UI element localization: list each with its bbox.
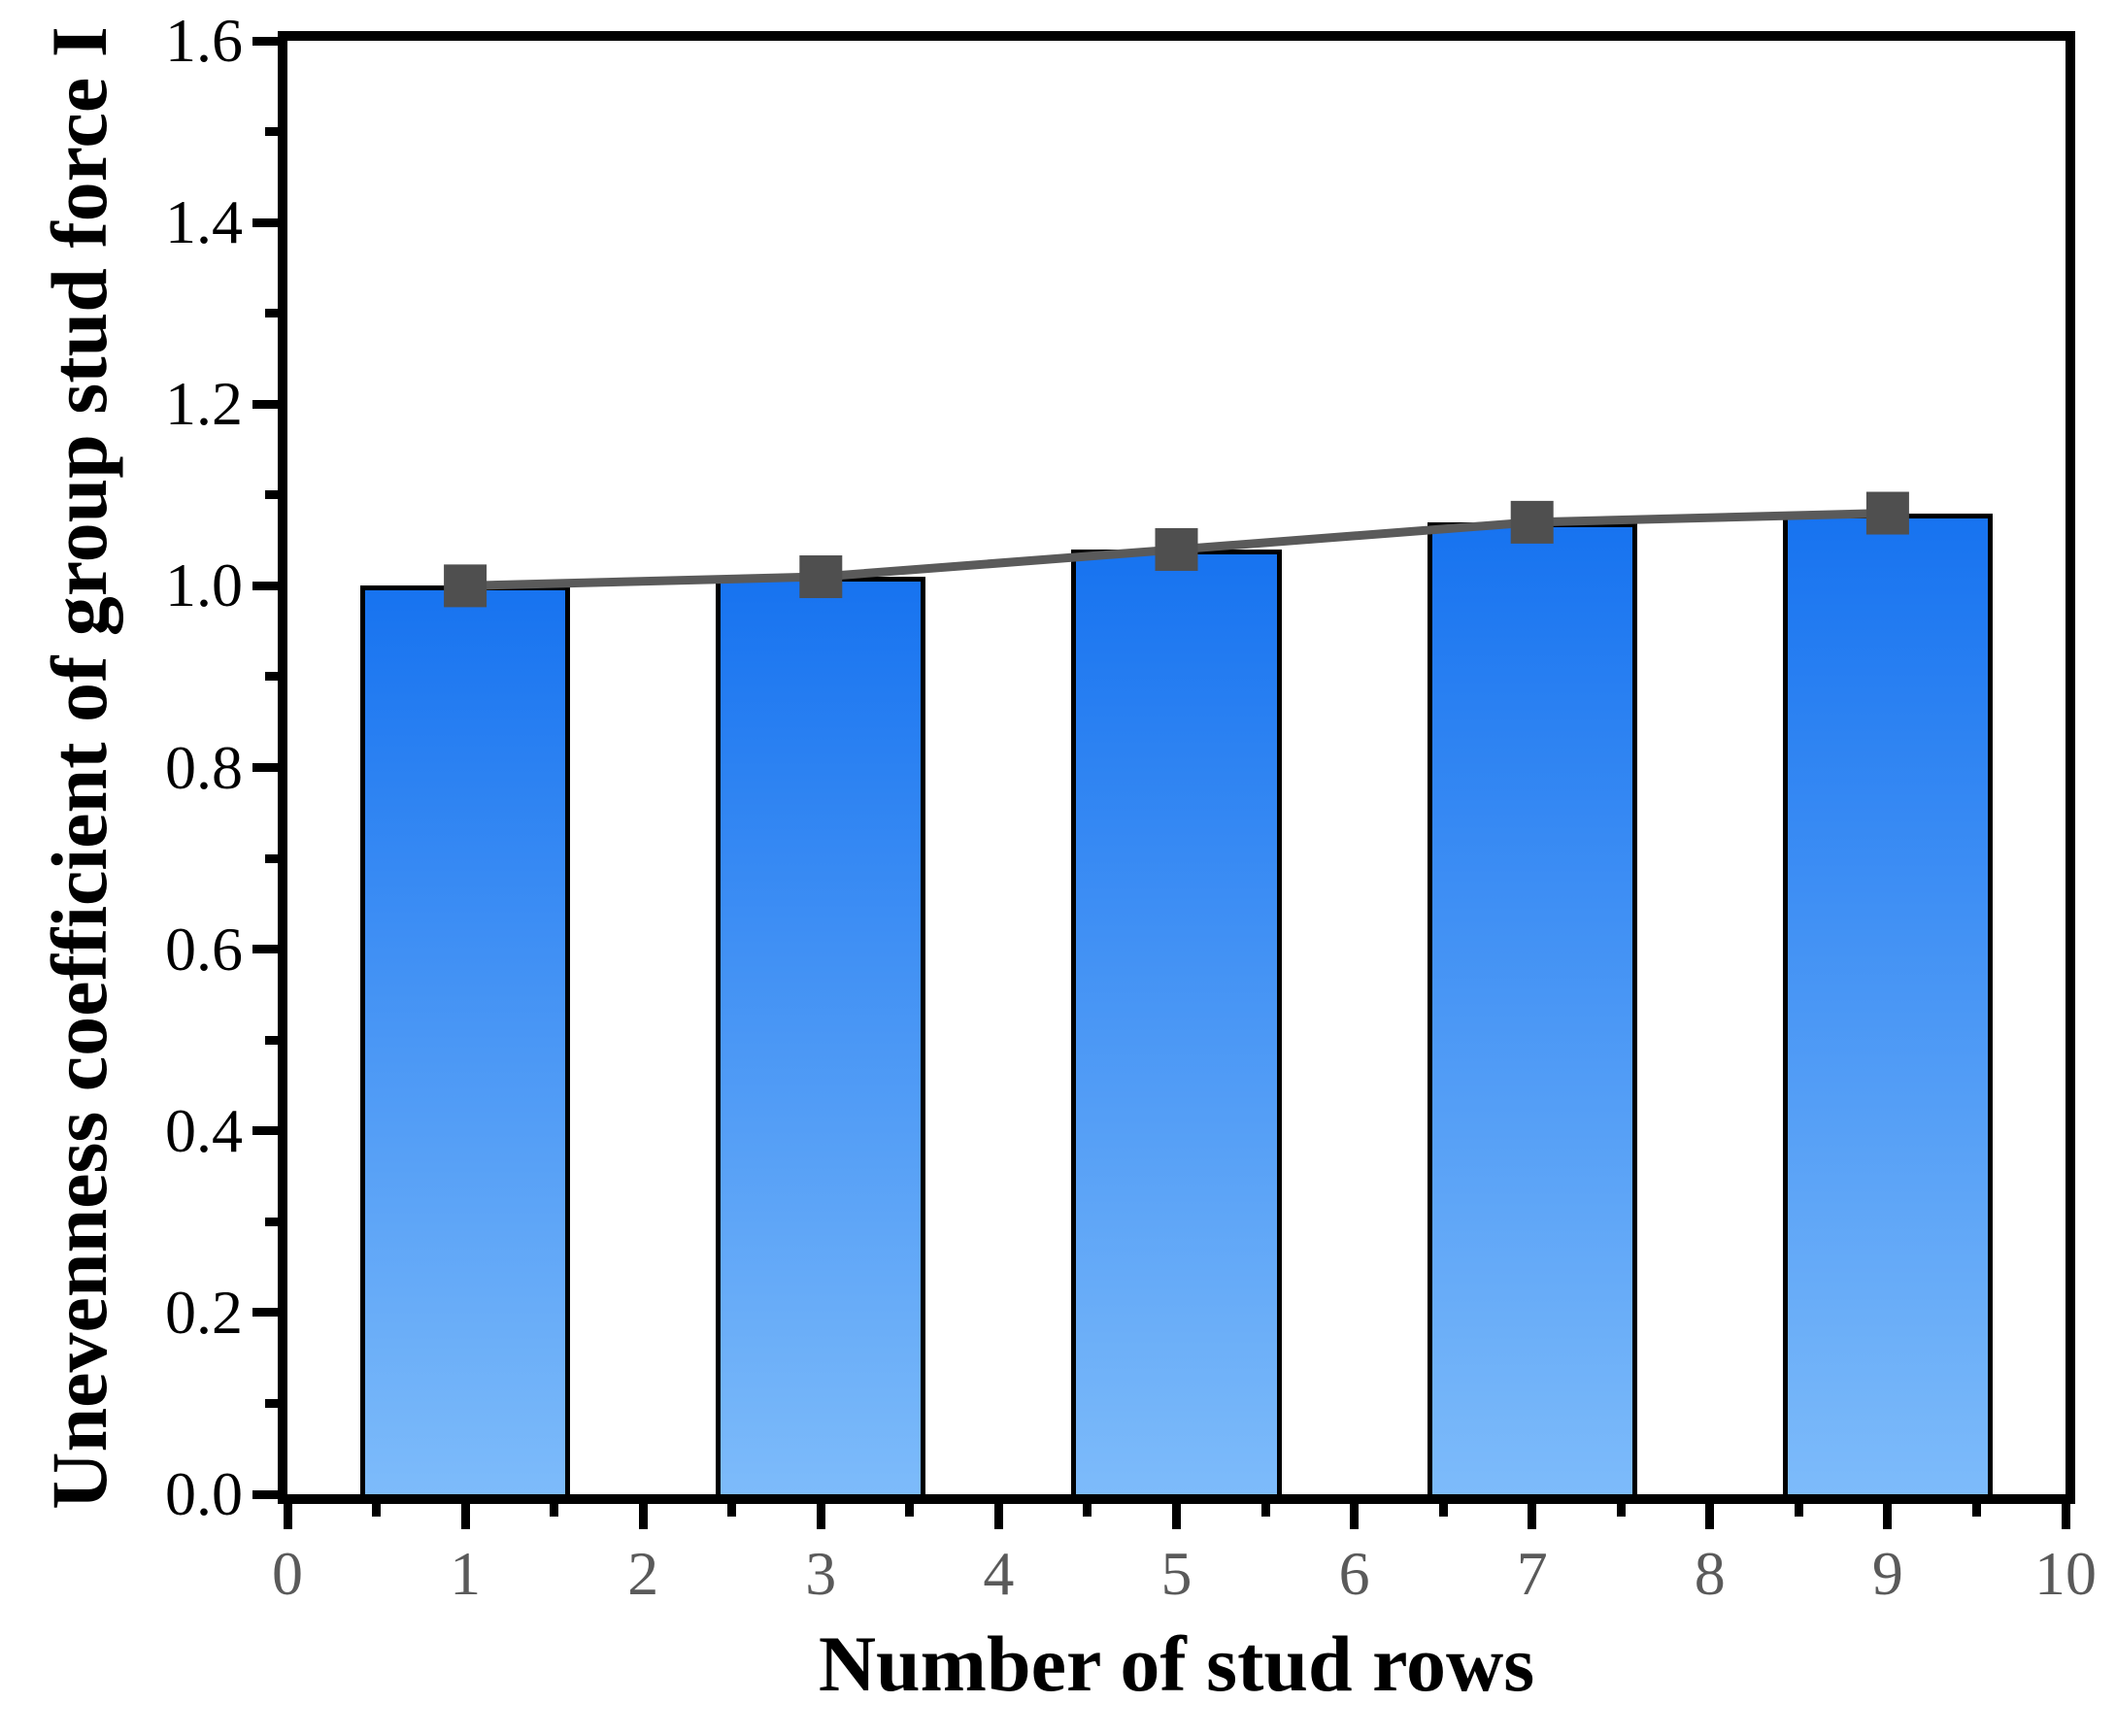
bar [1782,513,1993,1494]
x-major-tick [1883,1504,1893,1529]
y-tick-label: 0.8 [165,732,243,802]
y-tick-label: 1.6 [165,6,243,75]
y-major-tick [252,1308,278,1318]
x-tick-label: 9 [1871,1539,1903,1608]
y-minor-tick [265,672,278,682]
y-minor-tick [265,309,278,318]
y-minor-tick [265,127,278,137]
bar [1427,521,1637,1494]
x-tick-label: 5 [1160,1539,1192,1608]
x-major-tick [1172,1504,1181,1529]
x-axis-title: Number of stud rows [818,1619,1535,1708]
y-tick-label: 0.6 [165,914,243,984]
y-major-tick [252,763,278,772]
x-major-tick [993,1504,1003,1529]
y-major-tick [252,1489,278,1499]
x-major-tick [1705,1504,1715,1529]
x-minor-tick [1794,1504,1803,1517]
data-point-marker [1865,491,1909,535]
x-minor-tick [905,1504,915,1517]
y-tick-label: 0.0 [165,1459,243,1528]
x-minor-tick [1438,1504,1448,1517]
plot-area: 0 1 2 3 4 5 6 7 8 9 10 0.0 0.2 0.4 0.6 0.8 1.0 1.2 1.4 1.6… [35,6,2097,1708]
x-major-tick [460,1504,470,1529]
x-tick-label: 6 [1338,1539,1370,1608]
x-tick-label: 0 [272,1539,303,1608]
x-tick-label: 8 [1694,1539,1726,1608]
y-tick-label: 0.4 [165,1095,243,1165]
y-minor-tick [265,853,278,863]
y-minor-tick [265,1035,278,1045]
data-point-marker [444,564,487,608]
x-major-tick [816,1504,825,1529]
x-tick-label: 1 [450,1539,482,1608]
x-tick-label: 4 [983,1539,1015,1608]
y-major-tick [252,581,278,590]
x-tick-label: 2 [627,1539,659,1608]
x-tick-label: 10 [2034,1539,2097,1608]
x-minor-tick [727,1504,737,1517]
bar [716,577,926,1494]
data-point-marker [1510,500,1554,544]
x-major-tick [1528,1504,1537,1529]
x-tick-label: 3 [805,1539,837,1608]
x-minor-tick [372,1504,382,1517]
data-point-marker [1155,527,1198,571]
x-minor-tick [1083,1504,1092,1517]
bar [360,585,571,1494]
y-minor-tick [265,1217,278,1226]
y-major-tick [252,217,278,227]
data-point-marker [799,555,843,599]
y-major-tick [252,399,278,409]
y-major-tick [252,945,278,954]
y-tick-label: 1.0 [165,551,243,620]
y-minor-tick [265,490,278,500]
y-major-tick [252,36,278,46]
x-tick-label: 7 [1516,1539,1548,1608]
x-major-tick [638,1504,648,1529]
x-minor-tick [1260,1504,1270,1517]
y-major-tick [252,1126,278,1136]
y-minor-tick [265,1398,278,1408]
x-minor-tick [1616,1504,1626,1517]
x-major-tick [2061,1504,2070,1529]
y-tick-label: 0.2 [165,1277,243,1347]
y-tick-label: 1.2 [165,369,243,439]
x-minor-tick [1971,1504,1981,1517]
x-minor-tick [550,1504,559,1517]
y-tick-label: 1.4 [165,187,243,257]
x-major-tick [1350,1504,1360,1529]
line-overlay [444,491,1909,608]
x-major-tick [283,1504,292,1529]
y-axis-title: Unevenness coefficient of group stud for… [35,25,123,1510]
